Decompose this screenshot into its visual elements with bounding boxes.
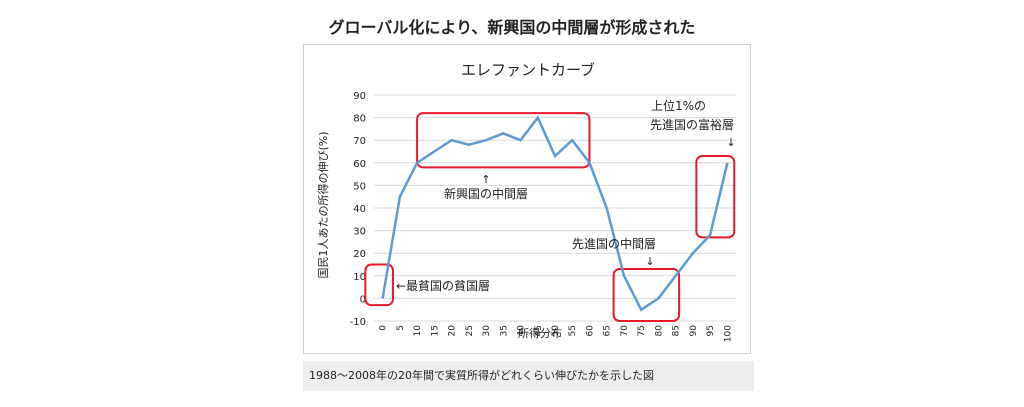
y-tick-label: 40 [353, 204, 366, 215]
series-line [381, 115, 729, 312]
x-tick-label: 55 [568, 325, 578, 336]
y-tick-label: 50 [353, 181, 366, 192]
grid-lines [374, 94, 736, 322]
y-tick-label: 80 [353, 114, 366, 125]
chart-figure: エレファントカーブ -10 0 10 20 30 40 50 60 70 80 90 0 5 10 15 2… [303, 44, 751, 354]
x-tick-label: 65 [603, 325, 613, 336]
highlight-box-top [695, 155, 736, 239]
x-tick-label: 5 [396, 325, 406, 331]
page-heading: グローバル化により、新興国の中間層が形成された [328, 18, 696, 37]
x-tick-label: 0 [379, 325, 389, 331]
x-tick-label: 85 [672, 325, 682, 336]
highlight-boxes [364, 112, 736, 323]
x-tick-label: 25 [465, 325, 475, 336]
y-tick-label: 10 [353, 272, 366, 283]
y-tick-label: -10 [350, 317, 366, 328]
x-tick-label: 30 [482, 325, 492, 337]
highlight-box-poorest [364, 263, 394, 307]
middle-class-annotation: ↑ 新興国の中間層 [444, 173, 528, 201]
y-tick-label: 60 [353, 159, 366, 170]
x-tick-label: 15 [430, 325, 440, 336]
x-tick-label: 90 [689, 325, 699, 337]
x-tick-label: 20 [448, 325, 458, 337]
x-tick-label: 10 [413, 325, 423, 337]
x-tick-label: 40 [517, 325, 527, 337]
up-arrow: ↑ [481, 173, 490, 186]
x-tick-label: 75 [637, 325, 647, 336]
developed-middle-annotation: 先進国の中間層 ↓ [572, 236, 656, 268]
y-tick-label: 70 [353, 136, 366, 147]
y-tick-label: 20 [353, 249, 366, 260]
y-tick-label: 30 [353, 227, 366, 238]
down-arrow: ↓ [726, 136, 735, 149]
x-tick-label: 80 [654, 325, 664, 337]
top-label-line1: 上位1%の [651, 98, 706, 113]
y-tick-labels: -10 0 10 20 30 40 50 60 70 80 90 [350, 91, 366, 328]
chart-title: エレファントカーブ [461, 61, 595, 79]
developed-middle-label: 先進国の中間層 [572, 236, 656, 251]
middle-class-label: 新興国の中間層 [444, 186, 528, 201]
x-tick-label: 45 [534, 325, 544, 336]
highlight-box-middle [416, 112, 591, 169]
y-tick-label: 90 [353, 91, 366, 102]
highlight-box-developed [612, 268, 681, 323]
y-tick-label: 0 [360, 294, 366, 305]
x-tick-labels: 0 5 10 15 20 25 30 35 40 45 50 55 60 65 70 75 80 85 90 95 10… [379, 325, 734, 342]
x-tick-label: 50 [551, 325, 561, 337]
chart-svg: エレファントカーブ -10 0 10 20 30 40 50 60 70 80 90 0 5 10 15 2… [317, 61, 736, 342]
down-arrow: ↓ [645, 255, 654, 268]
x-tick-label: 70 [620, 325, 630, 337]
top-annotation: 上位1%の 先進国の富裕層 ↓ [650, 98, 736, 149]
figure-caption: 1988～2008年の20年間で実質所得がどれくらい伸びたかを示した図 [303, 361, 754, 391]
x-axis-label: 所得分布 [518, 327, 562, 340]
x-tick-label: 60 [585, 325, 595, 337]
poorest-label: ←最貧国の貧国層 [396, 279, 490, 293]
x-tick-label: 35 [499, 325, 509, 336]
x-tick-label: 95 [706, 325, 716, 336]
y-axis-label: 国民1人あたの所得の伸び(%) [317, 131, 330, 278]
top-label-line2: 先進国の富裕層 [650, 117, 734, 132]
x-tick-label: 100 [723, 325, 733, 342]
